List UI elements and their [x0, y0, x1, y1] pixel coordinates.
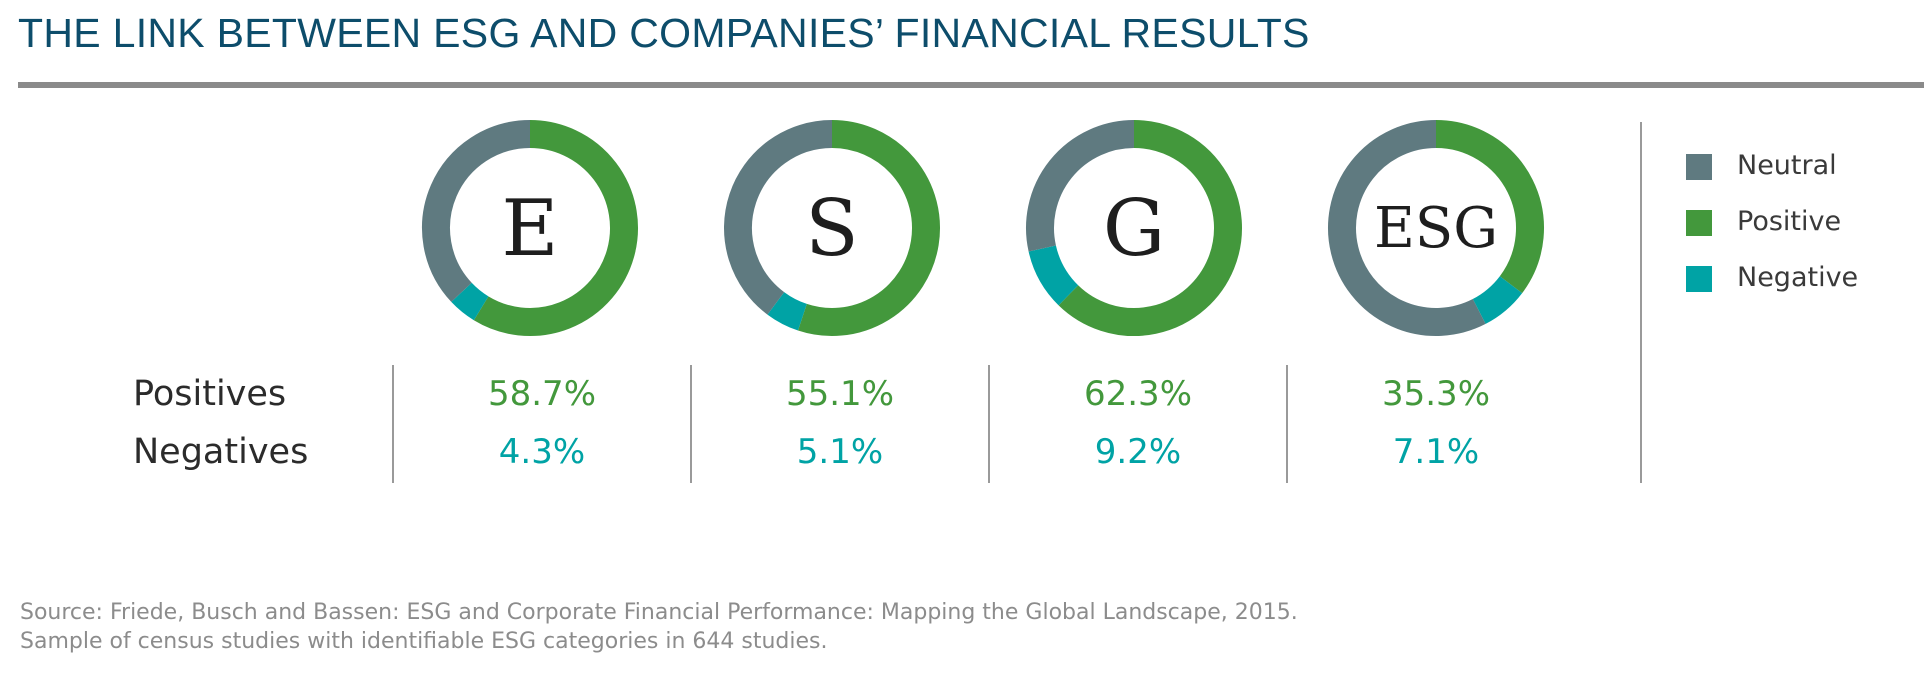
donut-slice-negative-esg: [1472, 275, 1523, 324]
column-divider: [1286, 365, 1288, 483]
column-divider: [690, 365, 692, 483]
donut-slice-neutral-s: [724, 120, 833, 315]
source-note: Source: Friede, Busch and Bassen: ESG an…: [20, 598, 1298, 656]
legend-label-positive: Positive: [1737, 206, 1842, 237]
donut-slice-neutral-e: [422, 120, 531, 302]
donut-slice-negative-g: [1028, 244, 1079, 306]
legend-label-negative: Negative: [1737, 262, 1859, 293]
chart-title: THE LINK BETWEEN ESG AND COMPANIES’ FINA…: [18, 10, 1310, 56]
positive-value-esg: 35.3%: [1381, 374, 1490, 414]
donut-slice-positive-s: [798, 120, 940, 336]
legend-label-neutral: Neutral: [1737, 150, 1837, 181]
row-label-positives: Positives: [133, 374, 287, 414]
row-label-negatives: Negatives: [133, 432, 309, 472]
title-divider: [18, 82, 1924, 88]
source-line: Source: Friede, Busch and Bassen: ESG an…: [20, 600, 1298, 625]
negative-value-s: 5.1%: [796, 432, 884, 472]
donut-slice-neutral-g: [1026, 120, 1135, 252]
positive-value-s: 55.1%: [785, 374, 894, 414]
donut-slice-neutral-esg: [1328, 120, 1486, 336]
negative-value-esg: 7.1%: [1392, 432, 1480, 472]
donut-slice-positive-esg: [1435, 120, 1544, 294]
donut-slice-positive-g: [1058, 120, 1242, 336]
donut-center-label-g: G: [1103, 184, 1165, 274]
legend-swatch-neutral: [1686, 154, 1712, 180]
legend-swatch-positive: [1686, 210, 1712, 236]
column-divider: [392, 365, 394, 483]
donut-slice-negative-e: [451, 282, 489, 321]
sample-line: Sample of census studies with identifiab…: [20, 629, 828, 654]
donut-center-label-s: S: [805, 184, 858, 274]
legend-divider: [1640, 122, 1642, 483]
donut-center-label-e: E: [502, 184, 559, 274]
positive-value-g: 62.3%: [1083, 374, 1192, 414]
positive-value-e: 58.7%: [487, 374, 596, 414]
donut-slice-negative-s: [767, 291, 808, 331]
negative-value-e: 4.3%: [498, 432, 586, 472]
donut-center-label-esg: ESG: [1374, 196, 1498, 261]
donut-slice-positive-e: [473, 120, 638, 336]
negative-value-g: 9.2%: [1094, 432, 1182, 472]
legend-swatch-negative: [1686, 266, 1712, 292]
column-divider: [988, 365, 990, 483]
